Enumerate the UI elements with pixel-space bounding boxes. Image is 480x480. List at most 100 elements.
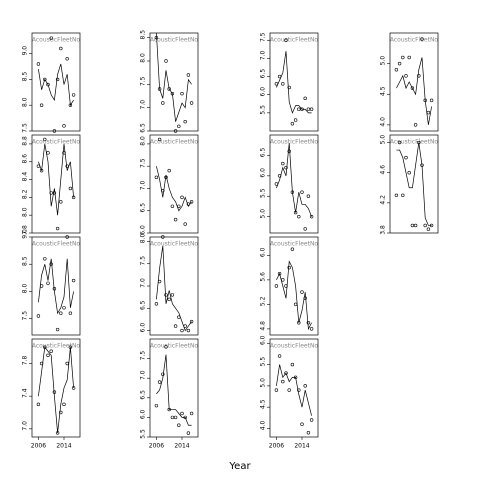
y-tick-label: 6.5 [140,390,147,400]
data-point [290,247,295,251]
data-point [300,422,304,426]
fit-line [38,258,74,315]
y-tick-label: 6.0 [140,409,147,419]
data-point [189,200,194,204]
fit-line [156,354,192,426]
y-tick-label: 5.2 [260,296,267,306]
panel-frame [149,236,199,336]
data-point [68,186,73,191]
panel-frame [149,134,199,234]
data-point [164,345,168,349]
data-point [186,328,191,333]
data-point [46,151,50,155]
data-point [309,418,314,422]
panel-frame [31,134,81,234]
data-point [420,37,424,41]
data-point [281,82,285,86]
data-point [177,423,181,427]
data-point [62,402,66,407]
data-point [68,311,73,315]
data-point [59,46,63,51]
y-tick-label: 7.5 [22,123,29,133]
data-point [413,123,418,127]
data-point [293,302,298,307]
data-point [297,214,301,219]
fit-line [156,32,192,122]
y-tick-label: 8.0 [22,97,29,107]
strip-label: AcousticFleetNo [150,139,199,146]
data-point [306,107,311,111]
y-tick-label: 7.0 [140,278,147,288]
data-point [189,411,194,416]
y-tick-label: 7.5 [22,311,29,321]
strip-label: AcousticFleetNo [32,241,81,248]
data-point [173,415,178,420]
data-point [300,190,304,194]
data-point [59,200,63,204]
data-point [404,74,408,78]
data-point [62,124,66,128]
y-tick-label: 6.0 [260,168,267,178]
data-point [39,103,44,107]
y-tick-label: 5.0 [380,56,387,66]
data-point [71,278,76,283]
y-tick-label: 8.5 [140,30,147,40]
data-point [65,57,69,61]
x-tick-label: 2006 [31,443,46,450]
x-tick-label: 2014 [56,443,71,450]
data-point [410,86,415,90]
data-point [55,327,60,332]
fit-line [38,63,74,107]
panel: AcousticFleetNo 6.0 6.5 7.0 7.5 8.0 [140,134,199,235]
panel-frame [31,32,81,132]
panel: AcousticFleetNo 6.5 7.0 7.5 8.0 8.5 [140,30,199,133]
strip-label: AcousticFleetNo [32,343,81,350]
data-point [46,281,50,285]
panel: AcousticFleetNo 7.5 8.0 8.5 9.0 [22,229,81,336]
data-point [410,223,415,228]
strip-label: AcousticFleetNo [390,139,439,146]
data-point [287,265,291,270]
panel: AcousticFleetNo 5.5 6.0 6.5 7.0 7.5 2006 2014 [140,338,199,450]
y-tick-label: 6.5 [140,123,147,133]
data-point [284,165,288,170]
data-point [297,107,301,111]
y-tick-label: 5.5 [260,105,267,115]
y-tick-label: 9.0 [22,229,29,239]
y-tick-label: 6.0 [260,247,267,257]
data-point [413,223,418,228]
data-point [287,85,291,90]
panel-frame [269,338,319,438]
fit-line [396,142,432,226]
data-point [186,431,191,435]
y-tick-label: 4.5 [260,399,267,409]
data-point [180,411,184,416]
data-point [170,204,175,208]
y-tick-label: 6.0 [140,323,147,333]
data-point [290,362,295,367]
panel: AcousticFleetNo 4.8 5.2 5.6 6.0 [260,236,319,336]
strip-label: AcousticFleetNo [150,241,199,248]
y-tick-label: 5.0 [380,135,387,145]
data-point [71,93,76,97]
data-point [306,194,311,198]
panel-frame [31,338,81,438]
panel: AcousticFleetNo 5.0 5.5 6.0 6.5 [260,134,319,234]
fit-line [396,57,432,125]
data-point [43,77,47,82]
data-point [277,354,282,358]
strip-label: AcousticFleetNo [390,37,439,44]
data-point [52,191,57,195]
data-point [183,222,187,226]
fit-line [276,364,312,416]
data-point [397,140,402,145]
fit-line [276,143,312,217]
x-tick-label: 2014 [174,443,189,450]
y-tick-label: 6.0 [260,87,267,97]
data-point [46,82,50,87]
data-point [277,272,282,276]
data-point [180,328,184,333]
y-tick-label: 8.0 [140,136,147,146]
data-point [303,96,307,101]
data-point [287,388,291,392]
